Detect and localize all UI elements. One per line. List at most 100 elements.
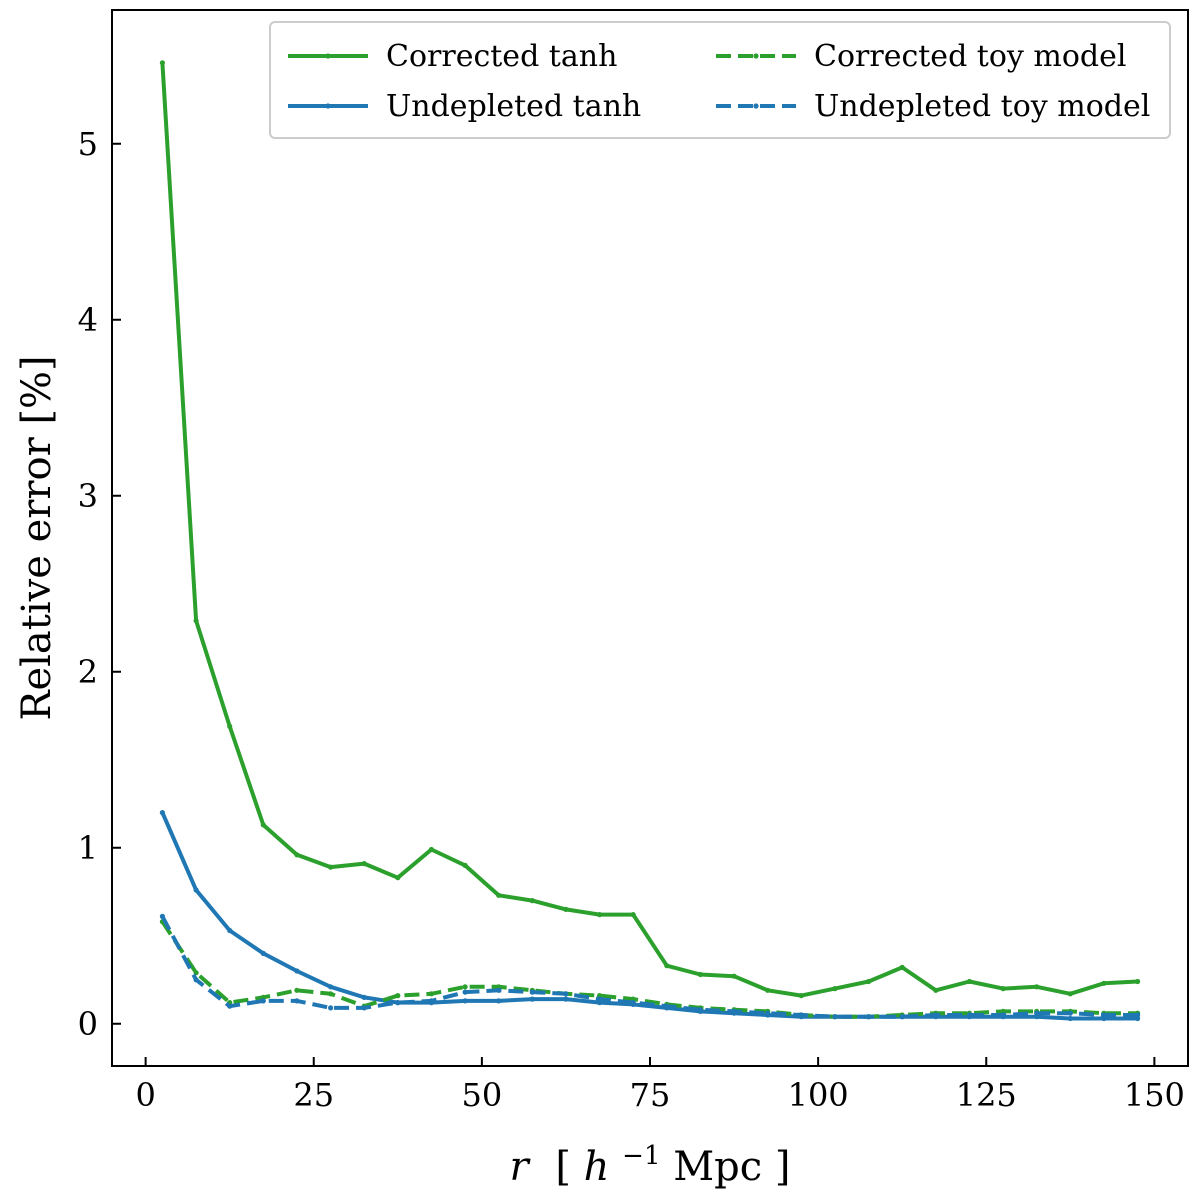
series-0-point-21	[866, 978, 872, 985]
series-0-point-10	[496, 892, 502, 898]
x-tick-label-1: 25	[293, 1076, 334, 1114]
x-tick-label-3: 75	[630, 1076, 671, 1114]
series-3-point-0	[159, 913, 165, 920]
series-0-point-13	[597, 912, 603, 918]
series-3-point-5	[328, 1005, 334, 1011]
y-tick-label-0: 0	[78, 1005, 98, 1043]
series-3-point-8	[428, 998, 434, 1004]
series-line-2	[160, 920, 1138, 1019]
series-0-point-24	[966, 978, 973, 985]
series-0-point-18	[765, 987, 771, 993]
legend-label-0: Corrected tanh	[386, 39, 617, 74]
series-0-point-20	[832, 986, 838, 992]
series-3-point-7	[395, 1000, 401, 1006]
series-1-point-27	[1067, 1015, 1073, 1022]
legend-label-1: Undepleted tanh	[386, 89, 641, 124]
series-3-point-18	[765, 1010, 771, 1016]
series-3-point-3	[260, 998, 266, 1004]
legend-marker-1	[325, 103, 331, 109]
ticks-layer: 0 25 50 75 100 125 150 0 1 2 3 4 5	[78, 125, 1185, 1114]
series-1-point-12	[563, 996, 569, 1002]
x-axis-label-close: ]	[775, 1144, 791, 1190]
legend: Corrected tanh Undepleted tanh Corrected t…	[269, 21, 1171, 139]
series-3-point-28	[1101, 1012, 1107, 1018]
series-3-point-24	[966, 1012, 973, 1018]
series-0-point-28	[1101, 980, 1107, 986]
series-0-point-4	[294, 852, 300, 858]
series-0-point-16	[697, 971, 704, 978]
x-axis-label-exp: −1	[622, 1141, 660, 1171]
legend-frame	[269, 21, 1171, 139]
series-3-point-16	[697, 1007, 704, 1013]
series-0-point-6	[361, 861, 367, 867]
legend-label-2: Corrected toy model	[814, 39, 1126, 74]
series-0-point-12	[563, 906, 569, 913]
series-0-point-8	[428, 846, 434, 853]
series-1-point-2	[227, 927, 233, 934]
series-1-point-0	[159, 810, 165, 816]
series-line-0	[160, 62, 1138, 998]
series-3-point-1	[193, 977, 199, 983]
legend-marker-0	[325, 53, 331, 59]
series-0-point-3	[260, 822, 266, 828]
series-2-point-4	[294, 987, 300, 993]
x-axis-label: r [ h −1 Mpc ]	[510, 1128, 791, 1190]
x-tick-label-0: 0	[135, 1076, 155, 1114]
y-tick-label-4: 4	[78, 301, 98, 339]
series-0-point-27	[1067, 991, 1073, 997]
x-axis-label-h: h	[584, 1144, 610, 1190]
series-0-point-23	[933, 987, 939, 993]
series-3-point-29	[1135, 1012, 1141, 1018]
y-tick-label-2: 2	[78, 653, 98, 691]
series-1-point-5	[328, 984, 334, 990]
series-1-point-11	[529, 996, 535, 1002]
series-0-point-22	[899, 964, 905, 971]
series-3-point-21	[866, 1014, 872, 1020]
series-1-point-4	[294, 968, 300, 974]
series-1-point-1	[193, 887, 199, 893]
x-tick-label-6: 150	[1124, 1076, 1185, 1114]
series-3-point-22	[899, 1014, 905, 1020]
series-3-point-20	[832, 1014, 838, 1020]
series-0-point-17	[731, 973, 737, 979]
series-1-point-9	[462, 998, 468, 1004]
series-layer	[159, 60, 1141, 1022]
series-0-point-15	[664, 963, 670, 969]
series-3-point-15	[664, 1003, 670, 1009]
series-0-point-0	[159, 60, 165, 66]
y-tick-label-3: 3	[78, 477, 98, 515]
series-3-point-2	[227, 1003, 233, 1009]
series-3-point-23	[933, 1012, 939, 1018]
series-3-point-14	[630, 1000, 636, 1006]
series-3-point-25	[1000, 1012, 1006, 1018]
series-0-point-11	[529, 898, 535, 904]
y-axis-label: Relative error [%]	[14, 355, 60, 720]
series-3-point-27	[1067, 1010, 1073, 1016]
series-1-point-6	[361, 994, 367, 1001]
series-0-point-1	[193, 618, 199, 624]
series-3-point-12	[563, 991, 569, 997]
series-2-point-5	[328, 991, 334, 997]
series-line-3	[160, 915, 1138, 1019]
series-0-point-5	[328, 864, 334, 870]
legend-label-3: Undepleted toy model	[814, 89, 1150, 124]
series-0-point-7	[395, 875, 401, 881]
series-3-point-9	[462, 989, 468, 995]
series-3-point-6	[361, 1005, 367, 1011]
series-2-point-8	[428, 991, 434, 997]
series-0-point-14	[630, 912, 636, 918]
series-0-point-25	[1000, 986, 1006, 992]
x-tick-label-4: 100	[788, 1076, 849, 1114]
series-0-point-19	[798, 993, 804, 999]
series-3-point-4	[294, 998, 300, 1004]
series-3-point-26	[1034, 1010, 1040, 1016]
legend-marker-3	[753, 103, 759, 109]
series-0-point-9	[462, 862, 468, 869]
x-tick-label-5: 125	[956, 1076, 1017, 1114]
series-1-point-3	[260, 950, 266, 957]
x-axis-label-unit: Mpc	[673, 1144, 762, 1190]
series-3-point-19	[798, 1012, 804, 1018]
x-tick-label-2: 50	[462, 1076, 503, 1114]
series-0-point-26	[1034, 984, 1040, 990]
